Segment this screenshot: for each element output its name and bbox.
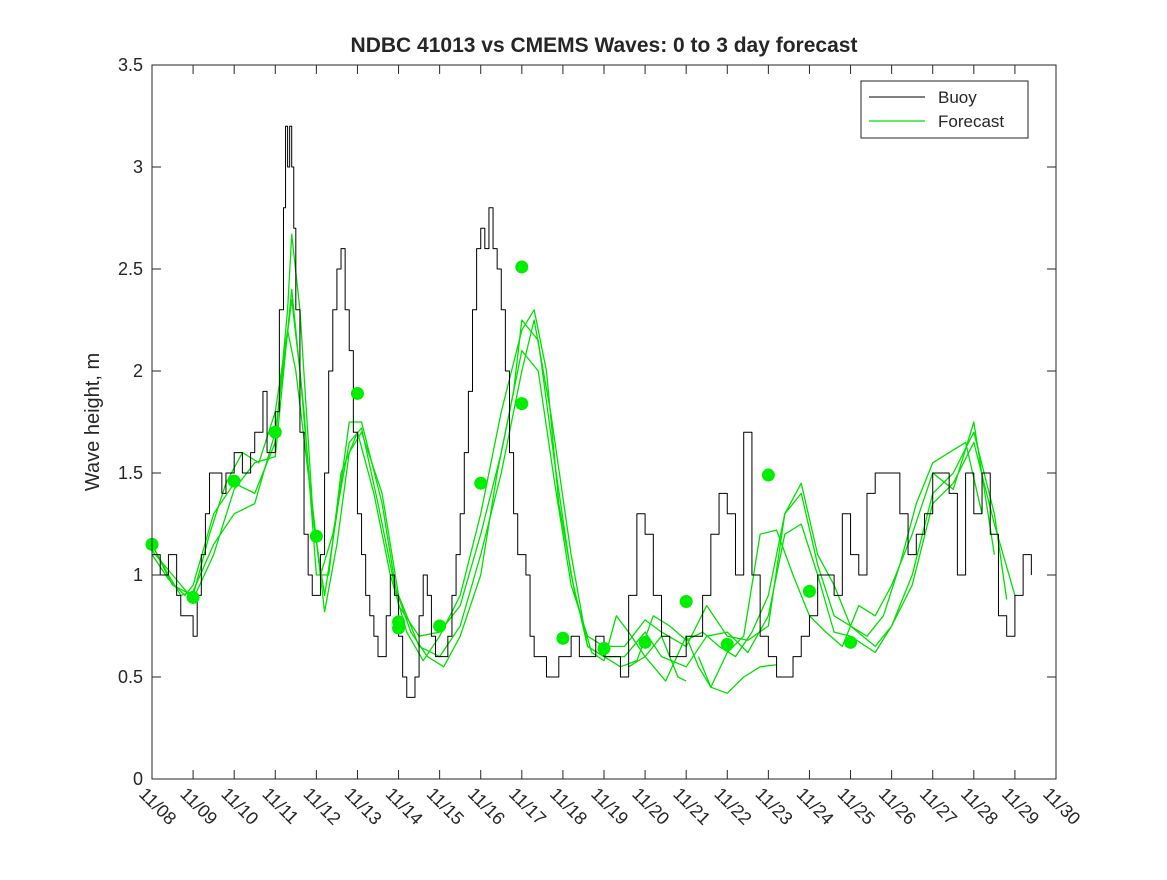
forecast-marker-5	[350, 386, 364, 400]
forecast-marker-13	[597, 641, 611, 655]
series-line-buoy	[152, 125, 1032, 698]
forecast-marker-16	[720, 637, 734, 651]
series-line-forecast-4	[151, 319, 983, 668]
series-line-forecast-6	[697, 656, 777, 694]
y-tick-label: 3.5	[118, 55, 143, 75]
forecast-marker-10	[515, 397, 529, 411]
marker-layer	[145, 260, 858, 655]
forecast-marker-7	[392, 621, 406, 635]
plot-area	[152, 65, 1056, 779]
legend-forecast-label: Forecast	[938, 112, 1004, 131]
forecast-marker-8	[433, 619, 447, 633]
y-axis-label: Wave height, m	[82, 353, 104, 491]
forecast-marker-3	[268, 425, 282, 439]
y-tick-label: 0	[133, 769, 143, 789]
forecast-marker-9	[474, 476, 488, 490]
y-tick-label: 2.5	[118, 259, 143, 279]
forecast-marker-11	[515, 260, 529, 274]
forecast-marker-18	[802, 584, 816, 598]
y-tick-label: 1.5	[118, 463, 143, 483]
forecast-marker-14	[638, 635, 652, 649]
forecast-marker-19	[844, 635, 858, 649]
legend-box	[860, 80, 1029, 139]
forecast-marker-12	[556, 631, 570, 645]
chart-title: NDBC 41013 vs CMEMS Waves: 0 to 3 day fo…	[351, 34, 858, 57]
forecast-marker-2	[227, 474, 241, 488]
y-tick-label: 2	[133, 361, 143, 381]
forecast-marker-1	[186, 590, 200, 604]
series-line-forecast-2	[151, 233, 1008, 668]
legend-buoy-label: Buoy	[938, 88, 977, 107]
forecast-marker-15	[679, 595, 693, 609]
series-layer	[151, 125, 1032, 698]
y-tick-label: 3	[133, 157, 143, 177]
y-tick-label: 0.5	[118, 667, 143, 687]
forecast-marker-17	[761, 468, 775, 482]
legend: Buoy Forecast	[860, 80, 1029, 139]
forecast-marker-4	[309, 529, 323, 543]
y-tick-label: 1	[133, 565, 143, 585]
